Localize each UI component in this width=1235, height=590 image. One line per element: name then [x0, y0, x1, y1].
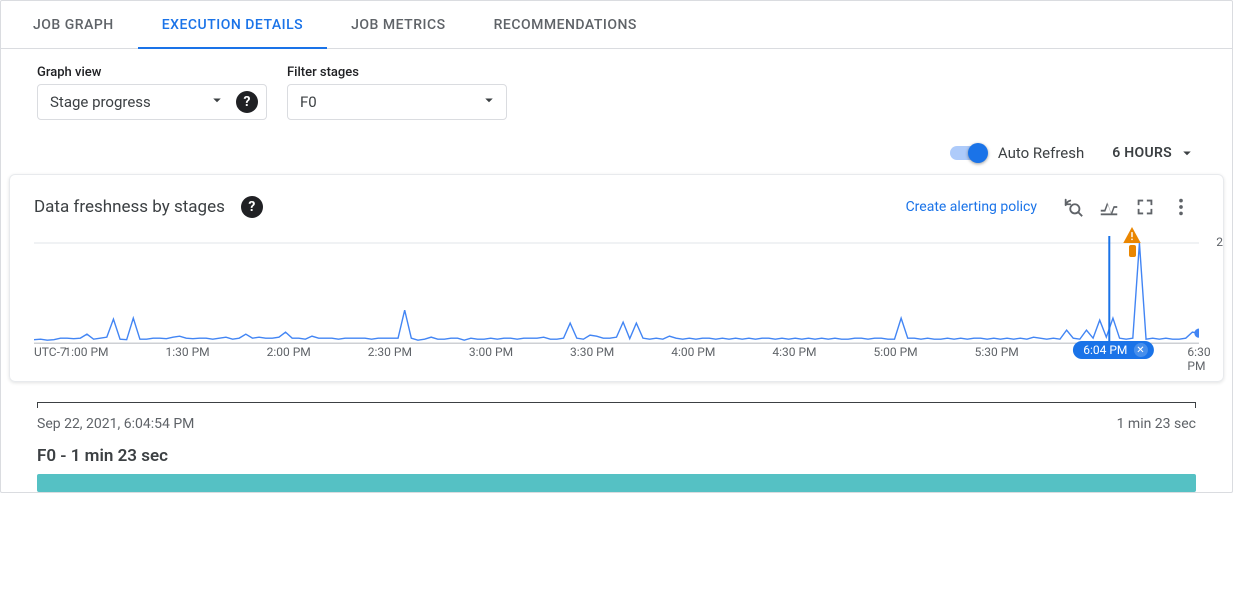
- tab-job-metrics[interactable]: JOB METRICS: [327, 1, 469, 49]
- x-axis-tick: 3:30 PM: [570, 345, 614, 359]
- time-range-picker[interactable]: 6 HOURS: [1112, 144, 1196, 162]
- time-cursor-pill[interactable]: 6:04 PM ✕: [1073, 341, 1153, 359]
- x-axis-tick: 6:30 PM: [1187, 345, 1210, 373]
- time-cursor-label: 6:04 PM: [1083, 343, 1127, 357]
- x-axis: UTC-7 1:00 PM 1:30 PM 2:00 PM 2:30 PM 3:00 P…: [34, 341, 1199, 371]
- x-axis-tick: 1:00 PM: [64, 345, 108, 359]
- tab-job-graph[interactable]: JOB GRAPH: [9, 1, 138, 49]
- filter-stages-label: Filter stages: [287, 65, 507, 80]
- chart-warning-marker: [1123, 227, 1141, 257]
- detail-timestamp: Sep 22, 2021, 6:04:54 PM: [37, 416, 194, 432]
- tab-recommendations[interactable]: RECOMMENDATIONS: [470, 1, 661, 49]
- x-axis-tick: 3:00 PM: [469, 345, 513, 359]
- legend-toggle-icon[interactable]: [1091, 189, 1127, 225]
- stage-detail-panel: Sep 22, 2021, 6:04:54 PM 1 min 23 sec F0…: [37, 402, 1196, 492]
- graph-view-label: Graph view: [37, 65, 267, 80]
- create-alerting-policy-link[interactable]: Create alerting policy: [906, 199, 1037, 215]
- filter-stages-select[interactable]: F0: [287, 84, 507, 120]
- x-axis-tick: 1:30 PM: [165, 345, 209, 359]
- time-range-value: 6 HOURS: [1112, 145, 1172, 161]
- freshness-chart[interactable]: 2min 0: [34, 229, 1199, 339]
- auto-refresh-label: Auto Refresh: [998, 144, 1084, 162]
- x-axis-tick: 4:00 PM: [671, 345, 715, 359]
- detail-stage-title: F0 - 1 min 23 sec: [37, 446, 1196, 466]
- timezone-label: UTC-7: [34, 345, 67, 359]
- reset-zoom-icon[interactable]: [1055, 189, 1091, 225]
- help-icon[interactable]: ?: [236, 91, 258, 113]
- x-axis-tick: 2:30 PM: [368, 345, 412, 359]
- x-axis-tick: 5:30 PM: [975, 345, 1019, 359]
- filter-bar: Graph view Stage progress ? Filter stage…: [1, 49, 1232, 120]
- filter-stages-value: F0: [300, 93, 317, 111]
- graph-view-value: Stage progress: [50, 93, 151, 111]
- close-icon[interactable]: ✕: [1133, 343, 1147, 357]
- x-axis-tick: 5:00 PM: [873, 345, 917, 359]
- x-axis-tick: 4:30 PM: [772, 345, 816, 359]
- help-icon[interactable]: ?: [241, 196, 263, 218]
- chart-title: Data freshness by stages: [34, 197, 225, 217]
- x-axis-tick: 2:00 PM: [267, 345, 311, 359]
- y-axis-label-max: 2min: [1216, 235, 1224, 249]
- tab-bar: JOB GRAPH EXECUTION DETAILS JOB METRICS …: [1, 1, 1232, 49]
- freshness-chart-card: Data freshness by stages ? Create alerti…: [9, 174, 1224, 382]
- chevron-down-icon: [208, 91, 226, 113]
- chevron-down-icon: [1178, 144, 1196, 162]
- auto-refresh-toggle[interactable]: [950, 146, 986, 160]
- stage-progress-bar: [37, 474, 1196, 492]
- graph-view-select[interactable]: Stage progress ?: [37, 84, 267, 120]
- detail-duration: 1 min 23 sec: [1117, 416, 1196, 432]
- fullscreen-icon[interactable]: [1127, 189, 1163, 225]
- chevron-down-icon: [480, 91, 498, 113]
- tab-execution-details[interactable]: EXECUTION DETAILS: [138, 1, 327, 49]
- detail-bracket: [37, 402, 1196, 408]
- more-icon[interactable]: [1163, 189, 1199, 225]
